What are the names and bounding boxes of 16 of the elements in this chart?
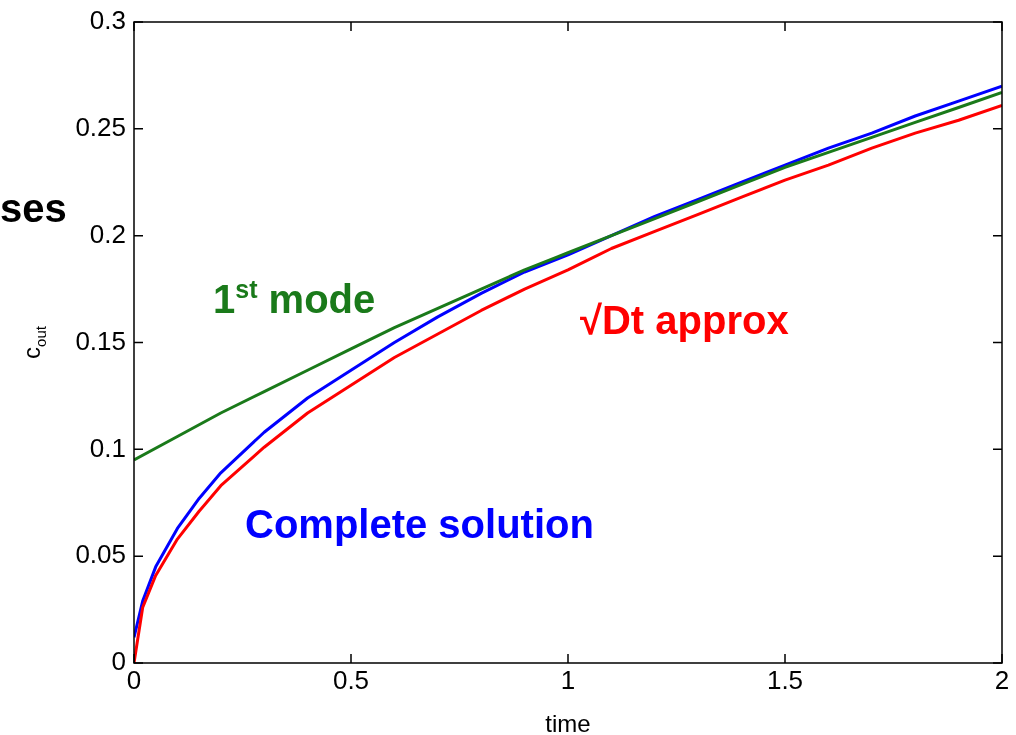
y-tick-label: 0.2 [89,218,126,249]
x-tick-label: 0.5 [332,665,370,696]
y-axis-title: cout [18,325,49,359]
x-axis-title: time [545,710,591,735]
y-tick-label: 0.05 [75,539,126,570]
series-label: Complete solution [245,502,594,546]
y-tick-label: 0.1 [89,432,126,463]
text: ses [0,186,67,230]
x-tick-label: 1.5 [766,665,804,696]
x-tick-label: 2 [994,665,1010,696]
y-tick-label: 0.25 [75,112,126,143]
x-tick-label: 1 [560,665,576,696]
series-label: √Dt approx [580,298,789,342]
y-tick-label: 0 [111,646,126,677]
y-tick-label: 0.3 [89,5,126,36]
y-tick-label: 0.15 [75,325,126,356]
